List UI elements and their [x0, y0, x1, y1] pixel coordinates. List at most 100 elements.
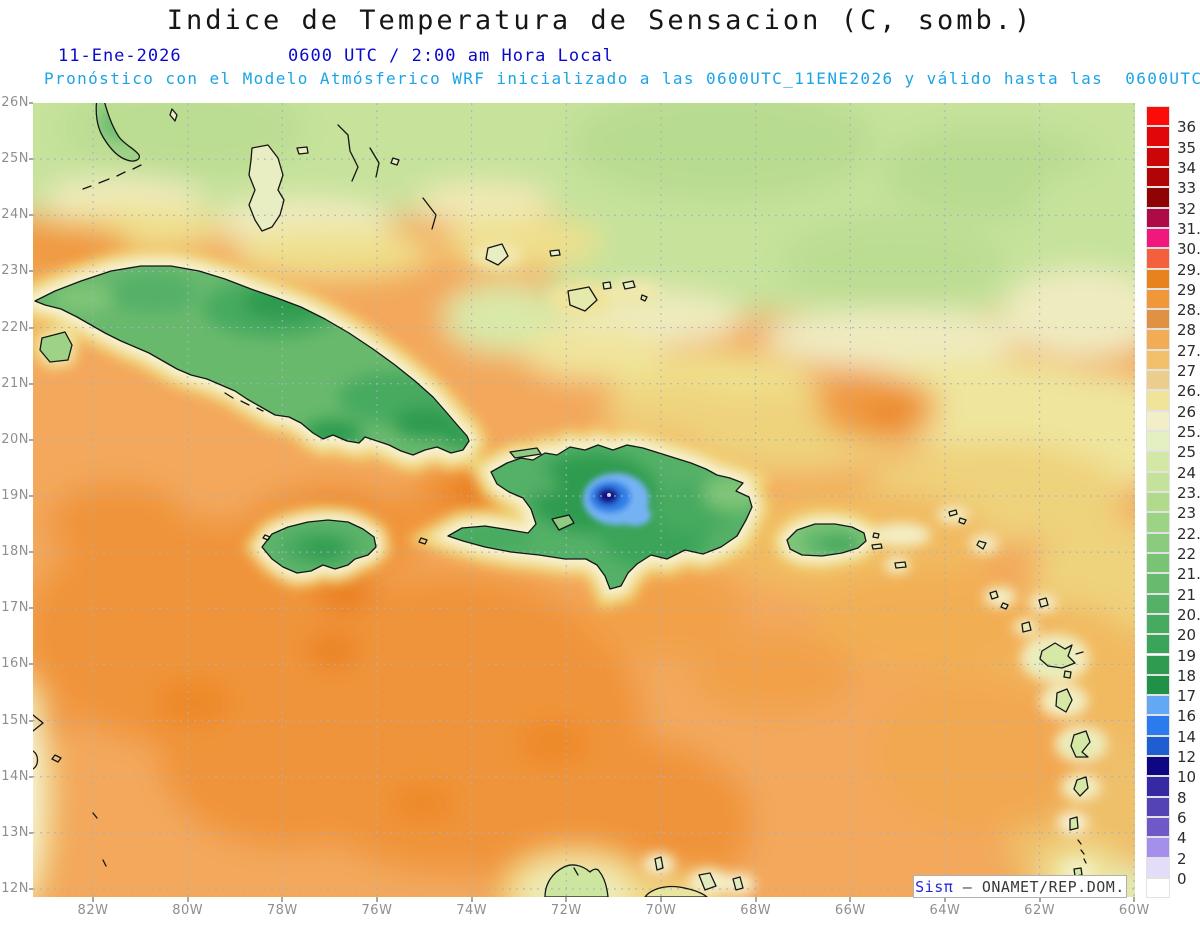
colorbar-label: 0	[1177, 869, 1187, 888]
colorbar-label: 28	[1177, 321, 1197, 340]
colorbar-cell	[1147, 696, 1169, 715]
colorbar-cell	[1147, 371, 1169, 390]
colorbar-label: 27.5	[1177, 341, 1200, 360]
lon-tick	[1133, 897, 1136, 902]
colorbar-cell	[1147, 675, 1169, 695]
lat-tick	[29, 438, 33, 441]
lat-label: 14N	[1, 768, 29, 784]
colorbar-cell	[1147, 858, 1169, 877]
colorbar-label: 26	[1177, 402, 1197, 421]
lat-tick	[29, 102, 33, 104]
forecast-time: 0600 UTC / 2:00 am Hora Local	[288, 46, 614, 66]
lat-tick	[29, 831, 33, 834]
colorbar-cell	[1147, 188, 1169, 207]
colorbar-label: 34	[1177, 158, 1197, 177]
lat-label: 21N	[1, 375, 29, 391]
colorbar-label: 20.5	[1177, 605, 1200, 624]
lon-tick	[92, 897, 94, 902]
lat-label: 13N	[1, 824, 29, 840]
page-title: Indice de Temperatura de Sensacion (C, s…	[166, 5, 1034, 36]
colorbar-cell	[1147, 818, 1169, 837]
colorbar-label: 27	[1177, 362, 1197, 381]
colorbar-label: 25	[1177, 443, 1197, 462]
lat-label: 26N	[1, 95, 29, 110]
colorbar-label: 23	[1177, 504, 1197, 523]
watermark-org: – ONAMET/REP.DOM.	[953, 877, 1125, 896]
lon-tick	[281, 897, 284, 902]
colorbar-cell	[1147, 289, 1169, 309]
lon-tick	[849, 897, 852, 902]
watermark-brand: Sisπ	[915, 877, 954, 896]
colorbar-label: 31.5	[1177, 219, 1200, 238]
lat-tick	[29, 326, 33, 329]
lat-label: 16N	[1, 656, 29, 672]
lon-label: 82W	[77, 903, 109, 918]
colorbar-label: 36	[1177, 118, 1197, 137]
colorbar-cell	[1147, 432, 1169, 451]
lat-label: 24N	[1, 207, 29, 223]
colorbar-cell	[1147, 655, 1169, 674]
colorbar-cell	[1147, 107, 1169, 126]
colorbar-label: 29.7	[1177, 260, 1200, 279]
lat-label: 15N	[1, 712, 29, 728]
colorbar-cell	[1147, 533, 1169, 552]
colorbar-label: 20	[1177, 626, 1197, 645]
colorbar-cell	[1147, 513, 1169, 532]
model-info-line: Pronóstico con el Modelo Atmósferico WRF…	[44, 69, 1200, 88]
colorbar-cells	[1146, 107, 1170, 901]
colorbar-cell	[1147, 147, 1169, 166]
colorbar-cell	[1147, 777, 1169, 796]
colorbar-cell	[1147, 878, 1169, 898]
colorbar-cell	[1147, 472, 1169, 491]
colorbar-cell	[1147, 757, 1169, 776]
colorbar-label: 21.5	[1177, 565, 1200, 584]
watermark: Sisπ – ONAMET/REP.DOM.	[913, 875, 1127, 898]
colorbar-cell	[1147, 228, 1169, 248]
lon-label: 62W	[1024, 903, 1056, 918]
colorbar-label: 28.5	[1177, 301, 1200, 320]
lat-label: 19N	[1, 488, 29, 503]
colorbar-cell	[1147, 574, 1169, 593]
colorbar-label: 22	[1177, 544, 1197, 563]
colorbar-cell	[1147, 594, 1169, 613]
lat-tick	[29, 495, 33, 497]
colorbar-cell	[1147, 797, 1169, 816]
colorbar-cell	[1147, 350, 1169, 370]
colorbar-label: 2	[1177, 849, 1187, 868]
colorbar-label: 10	[1177, 768, 1197, 787]
lon-label: 74W	[456, 903, 488, 918]
colorbar-cell	[1147, 310, 1169, 329]
colorbar-label: 19	[1177, 646, 1197, 665]
colorbar-label: 8	[1177, 788, 1187, 807]
colorbar-cell	[1147, 391, 1169, 410]
lat-tick	[29, 551, 33, 554]
colorbar-label: 6	[1177, 809, 1187, 828]
lat-tick	[29, 214, 33, 217]
colorbar-label: 4	[1177, 829, 1187, 848]
lat-label: 20N	[1, 431, 29, 447]
lon-tick	[1038, 897, 1041, 902]
lat-label: 25N	[1, 151, 29, 167]
lon-label: 78W	[266, 903, 298, 918]
colorbar-cell	[1147, 736, 1169, 756]
lat-tick	[29, 775, 33, 778]
lon-tick	[659, 897, 662, 902]
colorbar-cell	[1147, 167, 1169, 187]
lat-tick	[29, 607, 33, 610]
lat-label: 12N	[1, 881, 29, 896]
colorbar-cell	[1147, 452, 1169, 471]
colorbar-cell	[1147, 127, 1169, 146]
weather-map	[0, 63, 1183, 927]
lon-tick	[186, 897, 189, 902]
lon-label: 80W	[172, 903, 204, 918]
colorbar-label: 18	[1177, 666, 1197, 685]
colorbar-label: 33	[1177, 179, 1197, 198]
lat-label: 22N	[1, 319, 29, 335]
colorbar-cell	[1147, 249, 1169, 268]
lat-tick	[29, 270, 33, 273]
lat-label: 23N	[1, 263, 29, 279]
colorbar-cell	[1147, 269, 1169, 288]
heat-index-field	[0, 63, 1183, 927]
colorbar-cell	[1147, 492, 1169, 512]
lat-label: 18N	[1, 544, 29, 560]
